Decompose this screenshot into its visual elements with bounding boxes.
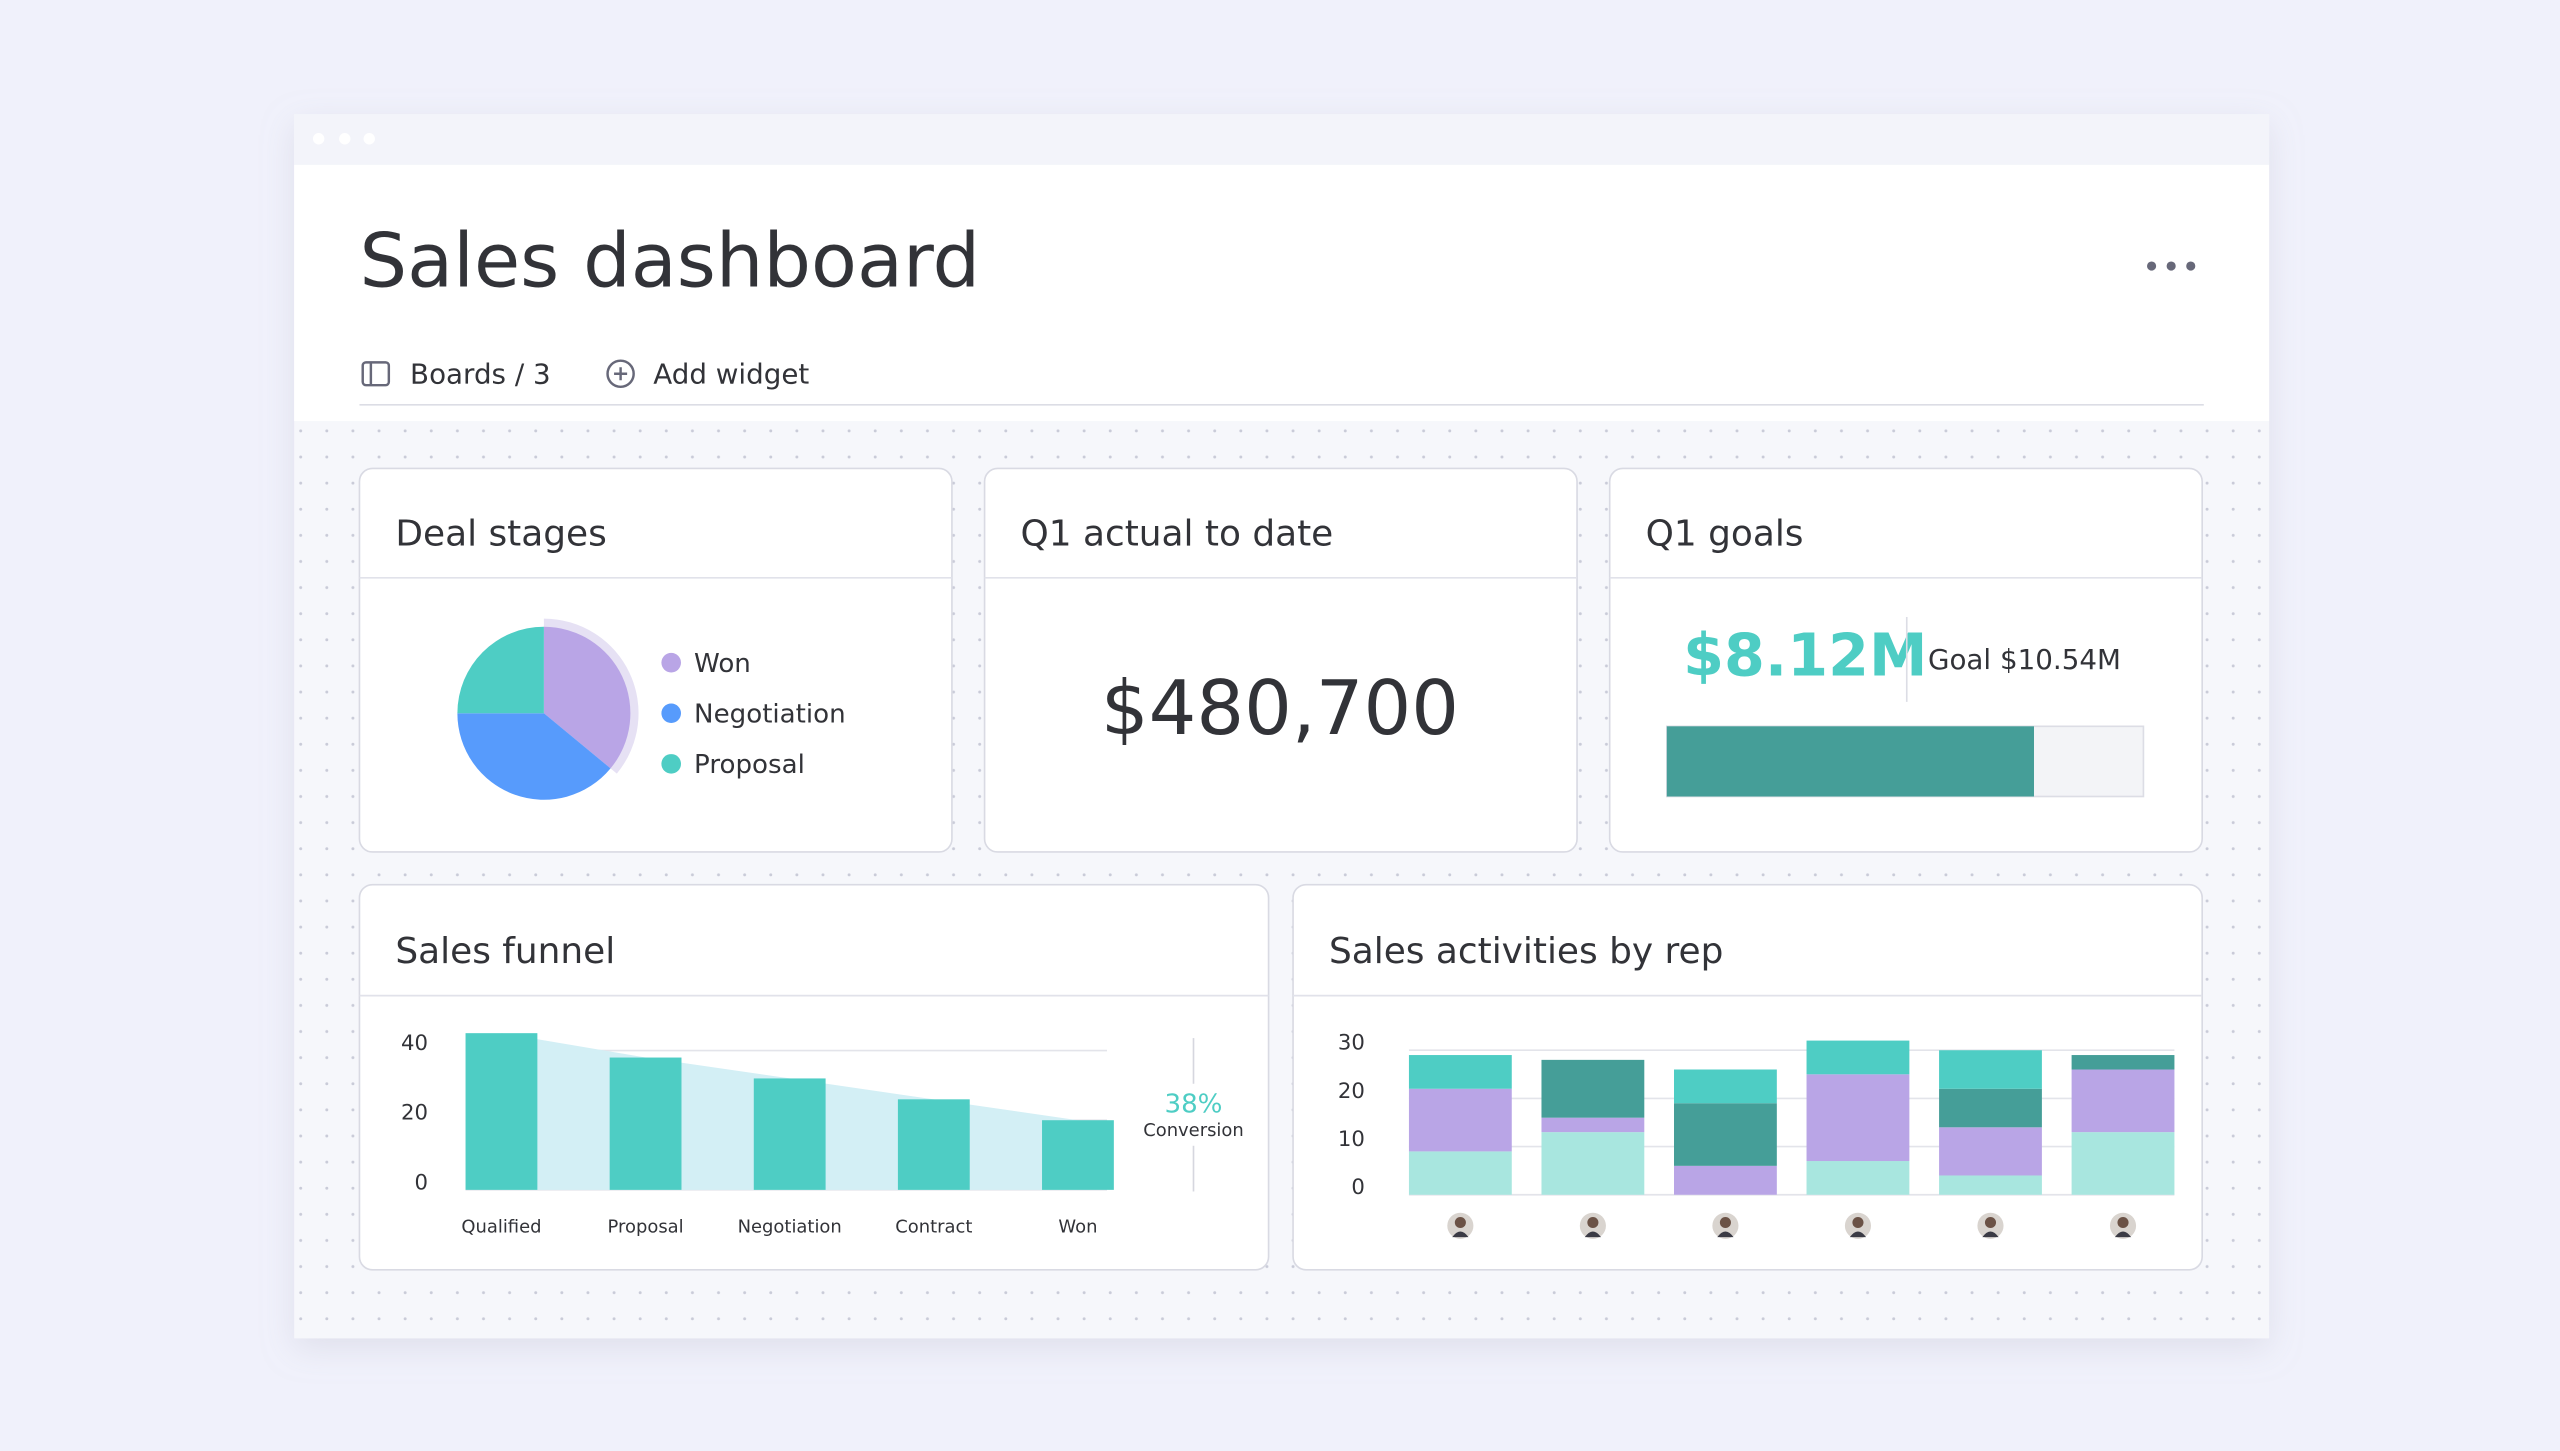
legend-swatch (661, 754, 681, 774)
bar (897, 1099, 970, 1190)
avatar-face (1852, 1216, 1864, 1229)
avatar-face (1587, 1216, 1599, 1229)
bar (609, 1057, 682, 1190)
avatar-body (2114, 1231, 2132, 1238)
goal-actual: $8.12M (1683, 621, 1927, 690)
y-tick-label: 20 (401, 1101, 428, 1126)
bar-segment (1408, 1151, 1512, 1195)
y-tick-label: 30 (1338, 1031, 1365, 1056)
more-menu[interactable] (2147, 261, 2196, 271)
bar-segment (1541, 1132, 1645, 1195)
legend-label: Proposal (694, 750, 805, 780)
add-widget-label: Add widget (653, 357, 809, 390)
avatar-body (1452, 1231, 1469, 1238)
bar-segment (2071, 1055, 2175, 1070)
bar (753, 1078, 826, 1190)
page-title: Sales dashboard (359, 217, 980, 305)
bar-segment (1541, 1059, 1645, 1118)
bar-segment (1674, 1103, 1777, 1166)
window-dot (363, 133, 375, 145)
y-tick-label: 0 (1351, 1175, 1365, 1200)
x-tick-label: Contract (895, 1216, 972, 1237)
x-tick-label: Qualified (461, 1216, 541, 1237)
bar-segment (1939, 1175, 2042, 1195)
legend-label: Negotiation (694, 699, 846, 729)
y-tick-label: 0 (415, 1170, 428, 1195)
window-dot (312, 133, 325, 145)
menu-dot (2186, 261, 2196, 271)
y-tick-label: 10 (1338, 1127, 1365, 1152)
bar-segment (1939, 1088, 2042, 1128)
avatar-face (2117, 1216, 2129, 1229)
boards-label: Boards / 3 (410, 357, 551, 390)
add-widget-button[interactable]: Add widget (606, 357, 810, 390)
y-tick-label: 40 (401, 1031, 428, 1056)
pie-slice (543, 626, 631, 769)
window-dot (339, 133, 351, 145)
avatar-body (1717, 1231, 1734, 1238)
avatar-body (1584, 1231, 1602, 1238)
header (294, 164, 2270, 422)
legend-swatch (661, 703, 681, 724)
avatar-face (1719, 1216, 1731, 1229)
conversion-label: Conversion (1143, 1120, 1244, 1141)
progress-fill (1666, 726, 2034, 797)
pie-slice (457, 713, 611, 800)
legend-swatch (661, 652, 681, 673)
goal-target: Goal $10.54M (1928, 643, 2121, 676)
y-tick-label: 20 (1338, 1079, 1365, 1104)
bar-segment (1806, 1040, 1910, 1075)
add-icon (614, 367, 628, 381)
bar-segment (1806, 1161, 1910, 1195)
menu-dot (2147, 261, 2157, 271)
pie-slice (457, 626, 544, 714)
bar-segment (2071, 1132, 2175, 1195)
bar-segment (1939, 1050, 2042, 1089)
avatar-face (1454, 1216, 1466, 1229)
bar-segment (1674, 1069, 1777, 1104)
x-tick-label: Proposal (608, 1216, 684, 1237)
window-titlebar (294, 114, 2270, 165)
menu-dot (2166, 261, 2176, 271)
card-title: Sales activities by rep (1329, 931, 1723, 972)
avatar-face (1984, 1216, 1997, 1229)
card-title: Sales funnel (395, 931, 615, 972)
bar-segment (1674, 1165, 1777, 1195)
bar-segment (1806, 1074, 1910, 1162)
actual-amount: $480,700 (1101, 664, 1459, 752)
card (983, 467, 1578, 853)
conversion-value: 38% (1164, 1089, 1222, 1119)
x-tick-label: Won (1058, 1216, 1097, 1237)
avatar-body (1982, 1231, 1999, 1238)
bar-segment (1408, 1055, 1512, 1089)
add-icon (606, 359, 635, 389)
bar-segment (1541, 1117, 1645, 1133)
x-tick-label: Negotiation (738, 1216, 842, 1237)
bar-segment (2071, 1069, 2175, 1133)
avatar-body (1849, 1231, 1867, 1238)
card-title: Deal stages (395, 513, 606, 554)
bar-segment (1408, 1088, 1512, 1152)
boards-icon (361, 361, 391, 387)
bar (1042, 1120, 1114, 1190)
card-title: Q1 actual to date (1020, 513, 1333, 554)
bar-segment (1939, 1127, 2042, 1176)
boards-button[interactable]: Boards / 3 (361, 357, 551, 390)
card-title: Q1 goals (1646, 513, 1804, 554)
bar (465, 1033, 538, 1190)
legend-label: Won (694, 649, 751, 679)
